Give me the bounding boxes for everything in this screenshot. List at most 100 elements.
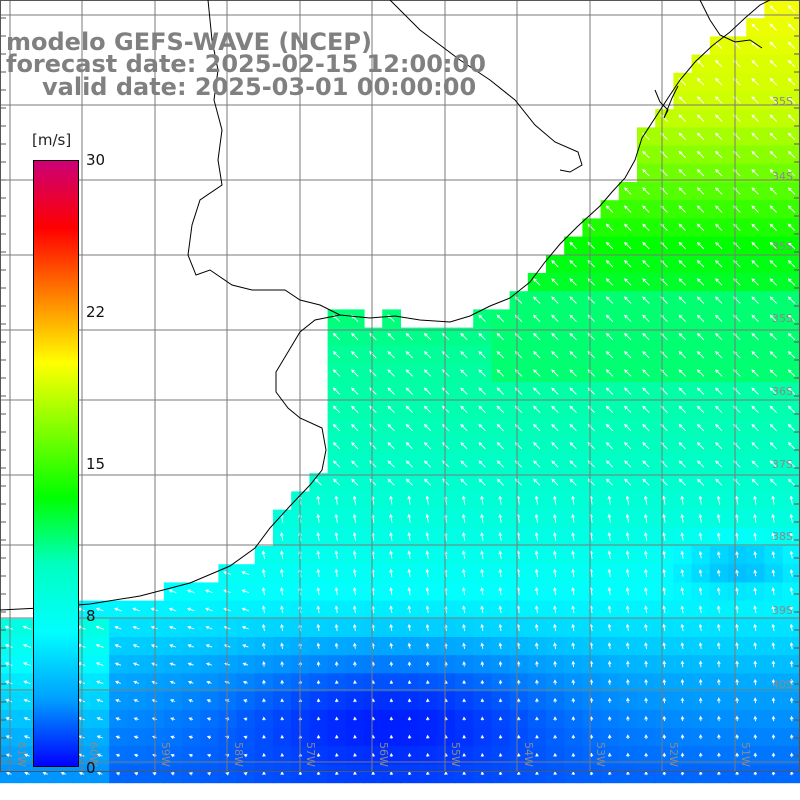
wind-arrow (352, 495, 357, 505)
wind-arrow (553, 752, 557, 757)
wind-arrow (261, 586, 266, 596)
wind-speed-cell (782, 364, 800, 383)
latitude-label: 37S (772, 458, 793, 471)
wind-arrow (715, 351, 723, 359)
wind-arrow (589, 734, 594, 739)
wind-arrow (96, 716, 103, 721)
wind-arrow (607, 568, 612, 578)
latitude-label: 35S (772, 240, 793, 253)
wind-arrow (334, 568, 339, 578)
wind-arrow (680, 715, 685, 722)
wind-arrow (496, 314, 505, 323)
wind-arrow (387, 460, 395, 468)
wind-arrow (680, 568, 685, 577)
longitude-label: 61W (15, 742, 28, 767)
wind-arrow (460, 460, 468, 468)
wind-arrow (462, 586, 466, 596)
wind-arrow (242, 644, 249, 648)
wind-arrow (405, 460, 413, 468)
wind-arrow (753, 623, 757, 632)
wind-arrow (787, 369, 796, 377)
wind-speed-cell (782, 127, 800, 147)
wind-arrow (662, 660, 667, 668)
wind-arrow (353, 680, 357, 685)
wind-arrow (735, 734, 739, 740)
wind-arrow (571, 716, 576, 721)
wind-arrow (553, 532, 557, 541)
wind-arrow (460, 405, 468, 414)
wind-arrow (769, 78, 778, 86)
wind-arrow (425, 752, 430, 757)
wind-arrow (553, 586, 557, 596)
wind-arrow (351, 405, 359, 414)
wind-arrow (571, 679, 576, 685)
wind-arrow (534, 642, 539, 650)
wind-arrow (316, 586, 321, 596)
wind-arrow (642, 387, 650, 395)
wind-arrow (551, 351, 559, 359)
wind-arrow (498, 752, 503, 757)
wind-arrow (787, 241, 796, 250)
longitude-label: 60W (87, 742, 100, 767)
wind-arrow (478, 387, 486, 395)
wind-arrow (389, 586, 393, 596)
wind-arrow (478, 442, 486, 450)
wind-arrow (535, 716, 539, 721)
wind-arrow (316, 679, 321, 685)
wind-arrow (206, 717, 212, 721)
wind-arrow (407, 680, 412, 685)
wind-arrow (698, 550, 703, 559)
wind-arrow (697, 478, 705, 486)
wind-arrow (352, 586, 357, 596)
wind-arrow (698, 678, 703, 686)
wind-arrow (351, 387, 359, 395)
wind-arrow (389, 698, 394, 703)
longitude-label: 54W (522, 742, 535, 767)
wind-arrow (643, 513, 648, 523)
wind-arrow (498, 642, 503, 649)
wind-arrow (316, 752, 321, 757)
wind-arrow (625, 532, 630, 541)
wind-speed-cell (782, 145, 800, 165)
wind-arrow (771, 495, 776, 505)
wind-arrow (715, 96, 723, 104)
wind-arrow (332, 442, 341, 450)
wind-arrow (787, 132, 796, 141)
wind-arrow (678, 460, 686, 468)
wind-arrow (280, 586, 284, 596)
wind-arrow (569, 314, 577, 323)
wind-arrow (696, 351, 705, 359)
wind-arrow (751, 478, 759, 486)
wind-arrow (425, 734, 430, 739)
wind-arrow (680, 532, 685, 541)
wind-arrow (516, 716, 521, 721)
wind-arrow (696, 169, 705, 177)
wind-arrow (735, 697, 739, 704)
wind-arrow (644, 660, 648, 668)
wind-arrow (787, 223, 796, 232)
wind-arrow (478, 460, 486, 468)
wind-arrow (423, 332, 432, 341)
wind-arrow (771, 678, 776, 686)
wind-arrow (387, 442, 395, 450)
wind-arrow (480, 734, 485, 739)
wind-arrow (771, 513, 776, 523)
wind-arrow (678, 442, 686, 450)
wind-speed-cell (782, 400, 800, 420)
wind-arrow (280, 734, 284, 739)
wind-arrow (624, 278, 632, 286)
wind-arrow (626, 678, 630, 686)
wind-arrow (407, 623, 412, 631)
wind-arrow (425, 605, 430, 614)
wind-arrow (569, 369, 577, 377)
wind-arrow (407, 495, 412, 505)
wind-arrow (498, 550, 503, 559)
wind-arrow (334, 623, 339, 632)
wind-arrow (316, 698, 321, 703)
wind-arrow (425, 513, 430, 523)
wind-arrow (771, 715, 776, 722)
interior-boundary (389, 0, 583, 173)
wind-speed-cell (782, 0, 800, 19)
wind-arrow (389, 716, 394, 721)
